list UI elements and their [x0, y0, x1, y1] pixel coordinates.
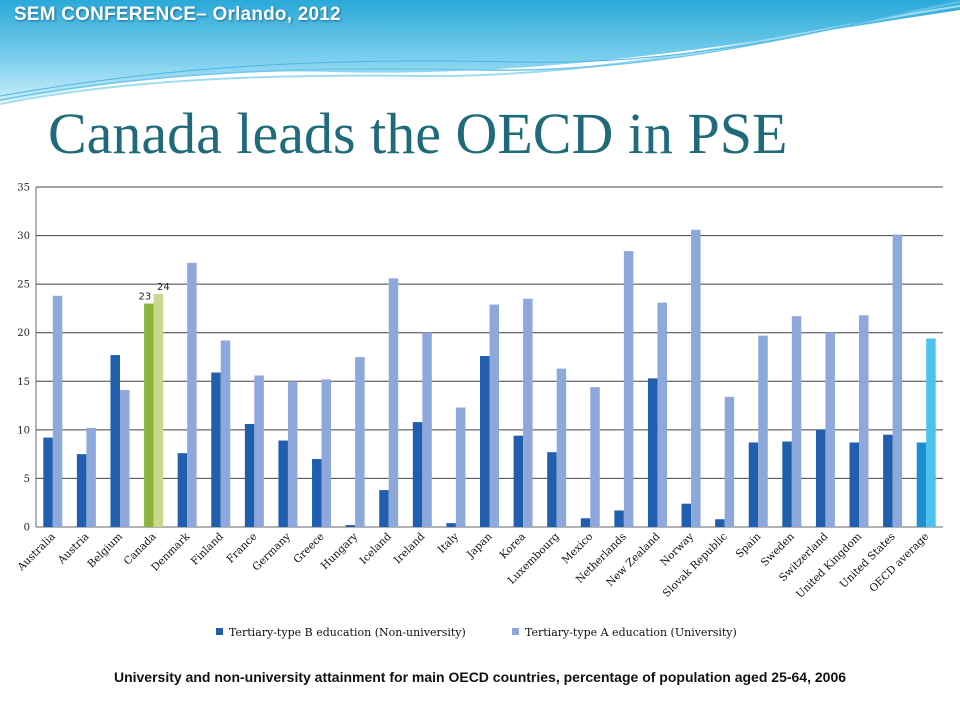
bar	[446, 523, 456, 527]
bar	[388, 278, 399, 527]
bar	[254, 375, 264, 527]
bar	[345, 525, 356, 527]
bar	[892, 234, 903, 527]
x-tick-label: Belgium	[85, 531, 125, 571]
bar	[849, 442, 860, 527]
conference-label: SEM CONFERENCE– Orlando, 2012	[14, 4, 341, 25]
x-tick-label: OECD average	[867, 531, 931, 595]
bar	[422, 332, 432, 527]
bar	[52, 295, 63, 527]
bar	[580, 518, 591, 527]
bar	[220, 340, 231, 527]
bar-chart: 0 5 10 15 20 25 30 35 23 24 AustraliaAustriaBelg…	[15, 183, 943, 639]
bar	[758, 335, 768, 527]
bar	[489, 304, 499, 527]
bar	[412, 422, 423, 527]
bar	[748, 442, 759, 527]
y-axis-ticks: 0 5 10 15 20 25 30 35	[17, 183, 30, 534]
y-tick-label: 15	[17, 377, 30, 388]
y-tick-label: 25	[17, 280, 30, 291]
bar	[859, 315, 869, 527]
y-tick-label: 35	[17, 183, 30, 194]
x-axis-labels: AustraliaAustriaBelgiumCanadaDenmarkFinl…	[15, 530, 932, 601]
x-tick-label: Finland	[189, 530, 226, 567]
bar	[791, 316, 802, 527]
y-tick-label: 30	[17, 231, 30, 242]
bar	[547, 452, 557, 527]
bar	[715, 519, 725, 527]
bar	[691, 229, 701, 527]
y-tick-label: 20	[17, 328, 30, 339]
legend: Tertiary-type B education (Non-universit…	[216, 626, 737, 639]
bar	[144, 303, 154, 527]
bar	[590, 387, 600, 527]
y-tick-label: 5	[24, 474, 30, 485]
bar	[312, 459, 322, 527]
bar	[119, 390, 130, 527]
bar	[513, 435, 524, 527]
slide-title: Canada leads the OECD in PSE	[48, 101, 788, 166]
bar	[153, 293, 164, 527]
bar	[110, 355, 120, 527]
bar	[244, 424, 255, 527]
x-tick-label: Iceland	[358, 530, 395, 567]
bar	[379, 490, 389, 527]
x-tick-label: Korea	[498, 531, 529, 562]
bar	[623, 251, 634, 527]
bar	[782, 441, 792, 527]
bar	[177, 453, 188, 527]
bar	[455, 407, 466, 527]
bar	[187, 262, 197, 527]
bar	[76, 454, 87, 527]
legend-swatch-series-b	[216, 628, 223, 635]
bar	[614, 510, 624, 527]
legend-label-series-b: Tertiary-type B education (Non-universit…	[229, 626, 466, 639]
bar	[916, 442, 927, 527]
bar	[86, 427, 96, 527]
x-tick-label: Slovak Republic	[661, 531, 730, 600]
bars	[43, 229, 936, 527]
data-label: 23	[138, 292, 151, 303]
bar	[883, 434, 893, 527]
y-tick-label: 0	[24, 523, 30, 534]
y-tick-label: 10	[17, 425, 30, 436]
header-banner	[0, 0, 960, 105]
bar	[681, 503, 692, 527]
bar	[480, 356, 490, 527]
bar	[556, 368, 567, 527]
bar	[825, 332, 835, 527]
bar	[321, 379, 332, 527]
bar	[724, 396, 735, 527]
bar	[43, 437, 53, 527]
x-tick-label: Australia	[15, 531, 58, 574]
x-tick-label: Ireland	[392, 530, 428, 566]
legend-label-series-a: Tertiary-type A education (University)	[525, 626, 737, 639]
bar	[287, 381, 298, 527]
bar	[211, 372, 221, 527]
bar	[647, 378, 658, 527]
bar	[657, 302, 667, 527]
chart-caption: University and non-university attainment…	[113, 669, 847, 685]
data-label: 24	[157, 282, 170, 293]
bar	[815, 429, 826, 527]
bar	[523, 298, 533, 527]
x-tick-label: Italy	[436, 531, 461, 556]
bar	[926, 338, 936, 527]
bar	[278, 440, 288, 527]
data-labels: 23 24	[138, 282, 169, 303]
legend-swatch-series-a	[512, 628, 519, 635]
x-tick-label: Hungary	[319, 531, 360, 572]
x-tick-label: Japan	[464, 530, 495, 561]
bar	[355, 357, 365, 527]
x-tick-label: Spain	[733, 530, 763, 560]
